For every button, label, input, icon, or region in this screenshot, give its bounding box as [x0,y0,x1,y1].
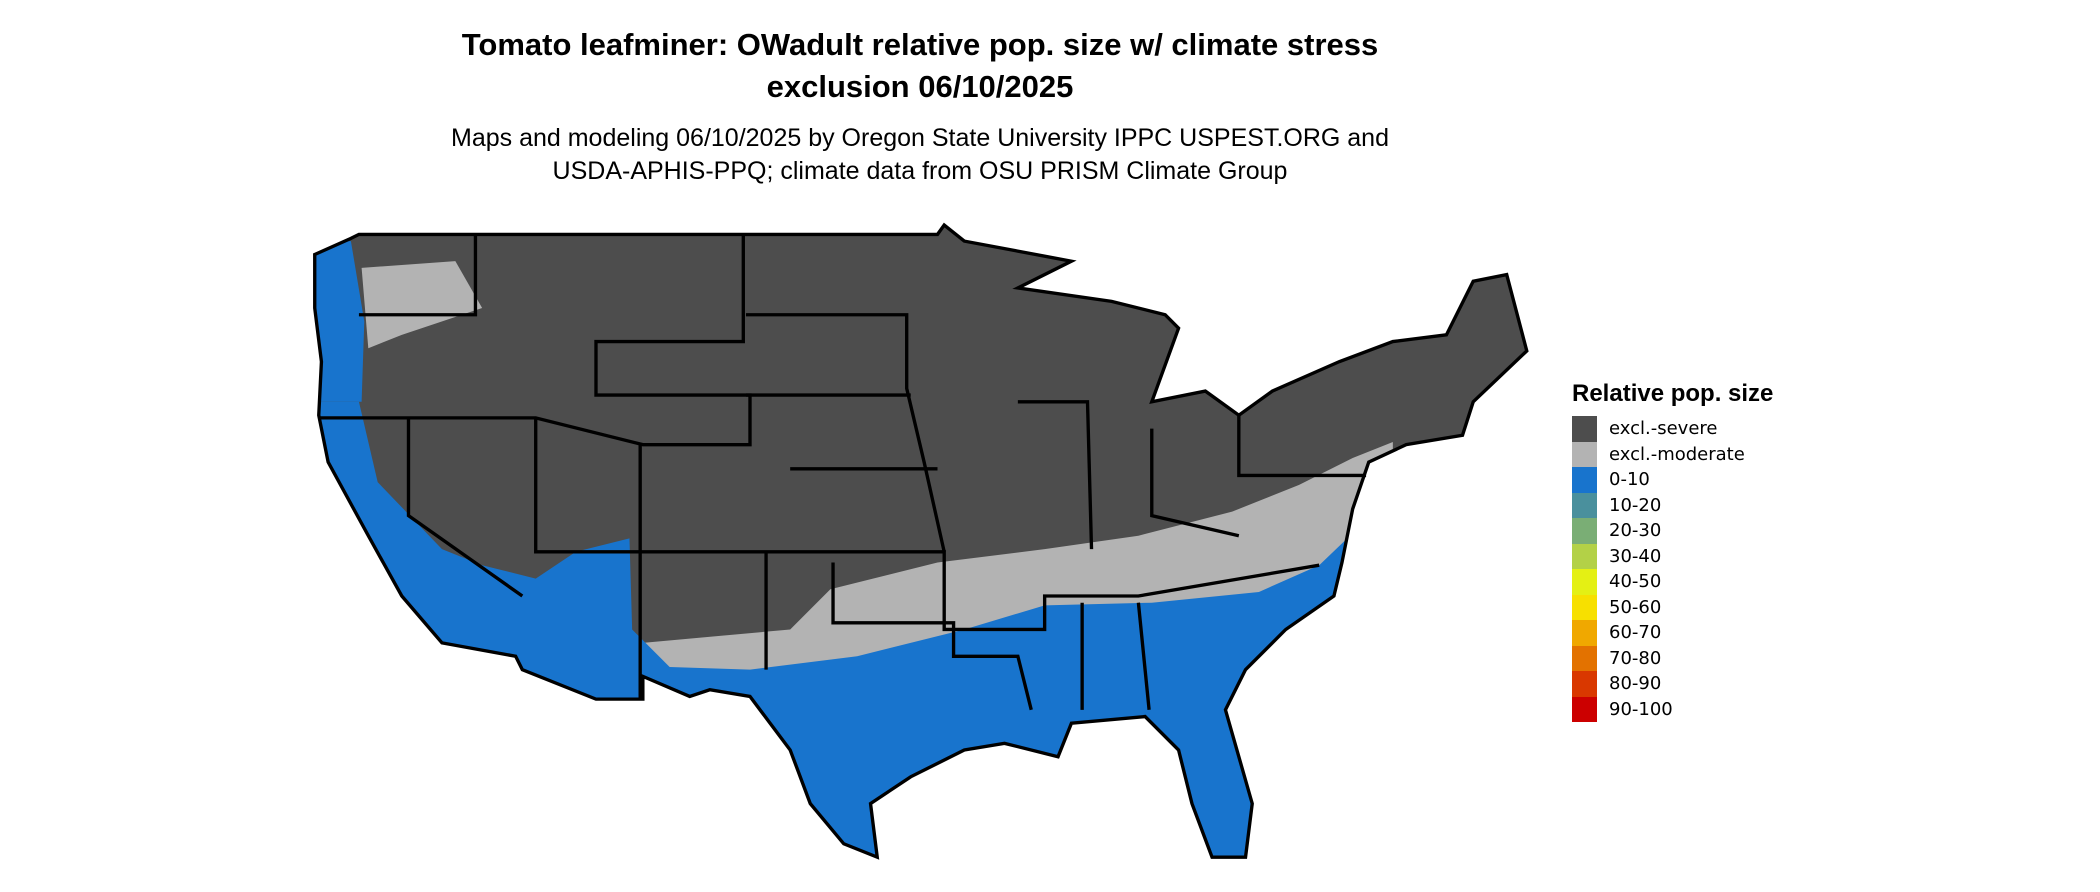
legend-item: 40-50 [1572,569,1773,595]
legend-item: excl.-severe [1572,416,1773,442]
legend-label: 0-10 [1609,469,1650,491]
map-title: Tomato leafminer: OWadult relative pop. … [0,24,1840,108]
legend-label: 50-60 [1609,596,1662,618]
legend-swatch [1572,671,1597,697]
map-subtitle: Maps and modeling 06/10/2025 by Oregon S… [0,122,1840,188]
legend-swatch [1572,416,1597,442]
legend-label: 70-80 [1609,647,1662,669]
legend-item: excl.-moderate [1572,441,1773,467]
legend-label: 90-100 [1609,698,1673,720]
legend-label: 40-50 [1609,571,1662,593]
legend-label: 80-90 [1609,673,1662,695]
legend-swatch [1572,492,1597,518]
legend-swatch [1572,441,1597,467]
title-line-2: exclusion 06/10/2025 [766,69,1074,104]
title-line-1: Tomato leafminer: OWadult relative pop. … [461,27,1379,62]
excl-moderate-area [642,441,1393,677]
legend-swatch [1572,518,1597,544]
legend: Relative pop. size excl.-severe excl.-mod… [1572,380,1773,722]
legend-item: 0-10 [1572,467,1773,493]
legend-swatch [1572,645,1597,671]
legend-label: excl.-moderate [1609,443,1745,465]
legend-title: Relative pop. size [1572,380,1774,407]
legend-label: 60-70 [1609,622,1662,644]
legend-item: 20-30 [1572,518,1773,544]
legend-swatch [1572,594,1597,620]
excl-moderate-area-northwest [361,261,483,349]
legend-swatch [1572,543,1597,569]
legend-item: 50-60 [1572,594,1773,620]
legend-swatch [1572,467,1597,493]
legend-label: 30-40 [1609,545,1662,567]
legend-swatch [1572,569,1597,595]
legend-item: 90-100 [1572,696,1773,722]
legend-item: 80-90 [1572,671,1773,697]
legend-item: 30-40 [1572,543,1773,569]
state-borders [313,223,1529,859]
legend-label: 20-30 [1609,520,1662,542]
legend-item: 10-20 [1572,492,1773,518]
legend-item: 70-80 [1572,645,1773,671]
subtitle-line-2: USDA-APHIS-PPQ; climate data from OSU PR… [552,157,1288,185]
legend-label: excl.-severe [1609,418,1718,440]
subtitle-line-1: Maps and modeling 06/10/2025 by Oregon S… [451,124,1389,152]
legend-item: 60-70 [1572,620,1773,646]
legend-label: 10-20 [1609,494,1662,516]
legend-swatch [1572,620,1597,646]
legend-swatch [1572,696,1597,722]
